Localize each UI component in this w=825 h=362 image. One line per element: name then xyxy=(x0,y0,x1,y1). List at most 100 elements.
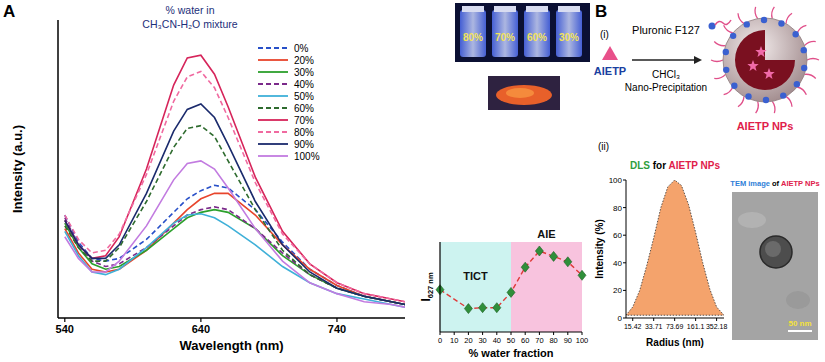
legend-label: 100% xyxy=(294,151,320,162)
vial xyxy=(460,10,486,57)
tem-texture xyxy=(738,212,766,228)
np-bead xyxy=(801,47,807,53)
step-label: (i) xyxy=(600,29,609,40)
x-axis-title: % water fraction xyxy=(469,347,554,359)
legend-label: 70% xyxy=(294,115,314,126)
chart-title-word: AIETP xyxy=(669,160,701,171)
y-tick-label: 80 xyxy=(613,204,622,213)
region-label: AIE xyxy=(537,228,555,240)
method-label: Nano-Precipitation xyxy=(625,82,707,93)
spectra-lines xyxy=(65,55,405,307)
scale-bar xyxy=(788,330,812,332)
chart-title: DLS for AIETP NPs xyxy=(630,160,720,171)
tem-particle xyxy=(760,236,792,268)
x-tick-label: 80 xyxy=(549,336,557,345)
powder-photo xyxy=(488,76,560,110)
data-point xyxy=(550,251,558,261)
x-tick-label: 15.42 xyxy=(624,323,642,330)
y-tick-label: 60 xyxy=(613,231,622,240)
tem-texture xyxy=(786,291,810,309)
x-tick-label: 0 xyxy=(438,336,442,345)
y-tick xyxy=(623,290,626,291)
vial-label: 70% xyxy=(495,32,515,43)
legend-swatch xyxy=(258,107,288,109)
np-tail xyxy=(756,101,759,113)
panel-label: B xyxy=(595,2,607,21)
vial-photo xyxy=(455,3,590,62)
spectrum-line xyxy=(65,161,405,307)
y-axis-title: Intensity (a.u.) xyxy=(10,125,25,213)
np-dye xyxy=(747,60,758,71)
x-tick-label: 10 xyxy=(450,336,458,345)
x-tick-label: 33.71 xyxy=(645,323,663,330)
x-tick xyxy=(64,318,65,322)
x-tick xyxy=(496,332,497,335)
x-tick-label: 40 xyxy=(493,336,501,345)
legend-label: 90% xyxy=(294,139,314,150)
vial xyxy=(556,10,582,57)
x-tick xyxy=(440,332,441,335)
np-tail xyxy=(738,13,744,23)
y-tick xyxy=(623,318,626,319)
vial xyxy=(524,10,550,57)
legend-label: 80% xyxy=(294,127,314,138)
x-tick xyxy=(200,318,201,322)
x-tick-label: 73.69 xyxy=(666,323,684,330)
tem-image xyxy=(732,192,818,340)
data-point xyxy=(479,303,487,313)
np-bead xyxy=(778,20,784,26)
y-tick-label: 0 xyxy=(618,314,623,323)
np-tail xyxy=(772,101,775,113)
y-tick xyxy=(623,235,626,236)
np-tail xyxy=(786,96,792,106)
compound-label: AIETP xyxy=(594,65,626,77)
np-dye xyxy=(755,46,766,57)
np-bead xyxy=(792,31,798,37)
np-bead xyxy=(763,97,769,103)
compound-icon xyxy=(602,46,618,60)
legend-swatch xyxy=(258,131,288,133)
np-tail xyxy=(711,60,723,62)
np-bead xyxy=(730,33,736,39)
powder-highlight xyxy=(506,88,534,98)
tem-title-part: TEM image xyxy=(730,179,770,188)
y-tick xyxy=(623,180,626,181)
legend-label: 20% xyxy=(294,55,314,66)
np-bead xyxy=(744,21,750,27)
x-axis xyxy=(58,317,405,319)
np-tail xyxy=(755,7,758,19)
tem-title: TEM imageofAIETP NPs xyxy=(730,179,819,188)
np-bead xyxy=(794,81,800,87)
polymer-icon-head xyxy=(709,23,716,30)
np-bead xyxy=(723,49,729,55)
x-tick xyxy=(525,332,526,335)
data-point xyxy=(578,270,586,280)
figure-root: A540640740Wavelength (nm)Intensity (a.u.… xyxy=(0,0,825,362)
data-point xyxy=(493,303,501,313)
np-tail xyxy=(804,74,815,78)
legend-label: 40% xyxy=(294,79,314,90)
i627-data xyxy=(436,246,586,314)
legend-label: 50% xyxy=(294,91,314,102)
powder xyxy=(496,85,552,105)
vial-cap xyxy=(462,6,484,12)
legend-label: 30% xyxy=(294,67,314,78)
np-tail xyxy=(786,13,792,23)
dls-data xyxy=(626,180,724,315)
x-tick xyxy=(454,332,455,335)
x-tick xyxy=(468,332,469,335)
chart-title-word: NPs xyxy=(701,160,721,171)
tem-title-part: of xyxy=(772,179,780,188)
x-tick-label: 30 xyxy=(478,336,486,345)
solvent-label: CHCl₃ xyxy=(652,69,680,80)
x-tick xyxy=(653,318,654,321)
y-tick-label: 20 xyxy=(613,286,622,295)
legend-swatch xyxy=(258,71,288,73)
np-tail xyxy=(804,41,815,45)
x-tick xyxy=(336,318,337,322)
x-tick-label: 20 xyxy=(464,336,472,345)
dls-area xyxy=(626,180,724,315)
reagent-label: Pluronic F127 xyxy=(632,24,700,36)
product-label: AIETP NPs xyxy=(737,120,794,132)
legend-swatch xyxy=(258,83,288,85)
